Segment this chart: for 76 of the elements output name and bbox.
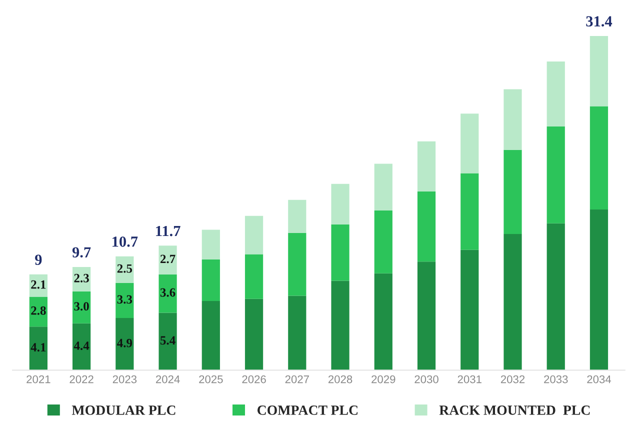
x-tick-label: 2032	[500, 375, 525, 384]
legend-label: COMPACT PLC	[257, 406, 358, 415]
bar	[331, 184, 350, 224]
data-label: 4.1	[30, 343, 46, 352]
bar	[202, 230, 220, 260]
bar	[331, 280, 350, 370]
data-label: 2.7	[160, 254, 176, 264]
bar	[29, 326, 48, 370]
bar	[417, 141, 436, 192]
bar	[546, 126, 565, 224]
bar	[417, 262, 436, 370]
bar	[116, 256, 134, 283]
bar	[158, 274, 177, 313]
x-tick-label: 2023	[112, 375, 137, 384]
bar	[116, 282, 134, 318]
data-label: 4.4	[74, 342, 90, 350]
bar	[244, 298, 264, 370]
legend-label: MODULAR PLC	[72, 406, 176, 415]
bar	[504, 150, 522, 234]
x-tick-label: 2033	[544, 375, 568, 384]
x-tick-label: 2022	[70, 375, 94, 384]
bar	[158, 312, 177, 370]
x-tick-label: 2025	[199, 375, 223, 384]
bar	[590, 36, 608, 106]
x-tick-label: 2024	[156, 375, 180, 384]
x-tick-label: 2029	[372, 375, 396, 384]
total-label: 9	[35, 254, 42, 265]
x-tick-label: 2030	[414, 375, 438, 384]
bar	[288, 232, 306, 296]
x-tick-label: 2031	[458, 375, 482, 384]
bar	[202, 260, 220, 302]
x-tick-label: 2021	[26, 375, 50, 384]
bar	[72, 323, 91, 370]
bar	[546, 62, 565, 126]
data-label: 4.9	[117, 338, 132, 348]
data-label: 3.6	[160, 288, 176, 297]
bar	[158, 246, 177, 274]
data-label: 3.0	[74, 302, 89, 311]
bar	[504, 89, 522, 150]
x-tick-label: 2034	[587, 375, 612, 384]
bar	[590, 209, 608, 370]
total-label: 10.7	[112, 236, 138, 247]
x-tick-label: 2027	[285, 375, 309, 384]
bar	[374, 273, 392, 370]
bar	[374, 210, 392, 274]
data-label: 2.3	[74, 274, 89, 282]
bar	[288, 296, 306, 370]
bar	[202, 301, 220, 370]
bar	[72, 266, 91, 292]
bar	[72, 291, 91, 324]
bar	[244, 216, 264, 254]
data-label: 5.4	[160, 336, 176, 345]
data-label: 2.5	[117, 264, 132, 273]
bar	[244, 254, 264, 299]
bar	[504, 234, 522, 370]
bar	[116, 318, 134, 370]
bar	[460, 173, 479, 250]
total-label: 9.7	[72, 247, 91, 258]
x-tick-label: 2028	[328, 375, 352, 384]
data-label: 2.8	[31, 306, 46, 315]
legend-label: RACK MOUNTED PLC	[439, 406, 590, 415]
total-label: 31.4	[586, 16, 612, 27]
bar	[417, 191, 436, 262]
bar	[460, 114, 479, 174]
bar	[331, 224, 350, 281]
data-label: 3.3	[117, 295, 132, 304]
bar	[288, 200, 306, 233]
bar	[590, 106, 608, 210]
x-tick-label: 2026	[242, 375, 266, 384]
bar	[29, 274, 48, 297]
bar	[546, 223, 565, 370]
bar	[29, 296, 48, 327]
bar	[460, 250, 479, 370]
data-label: 2.1	[31, 280, 46, 289]
total-label: 11.7	[156, 226, 180, 236]
bar	[374, 164, 392, 211]
